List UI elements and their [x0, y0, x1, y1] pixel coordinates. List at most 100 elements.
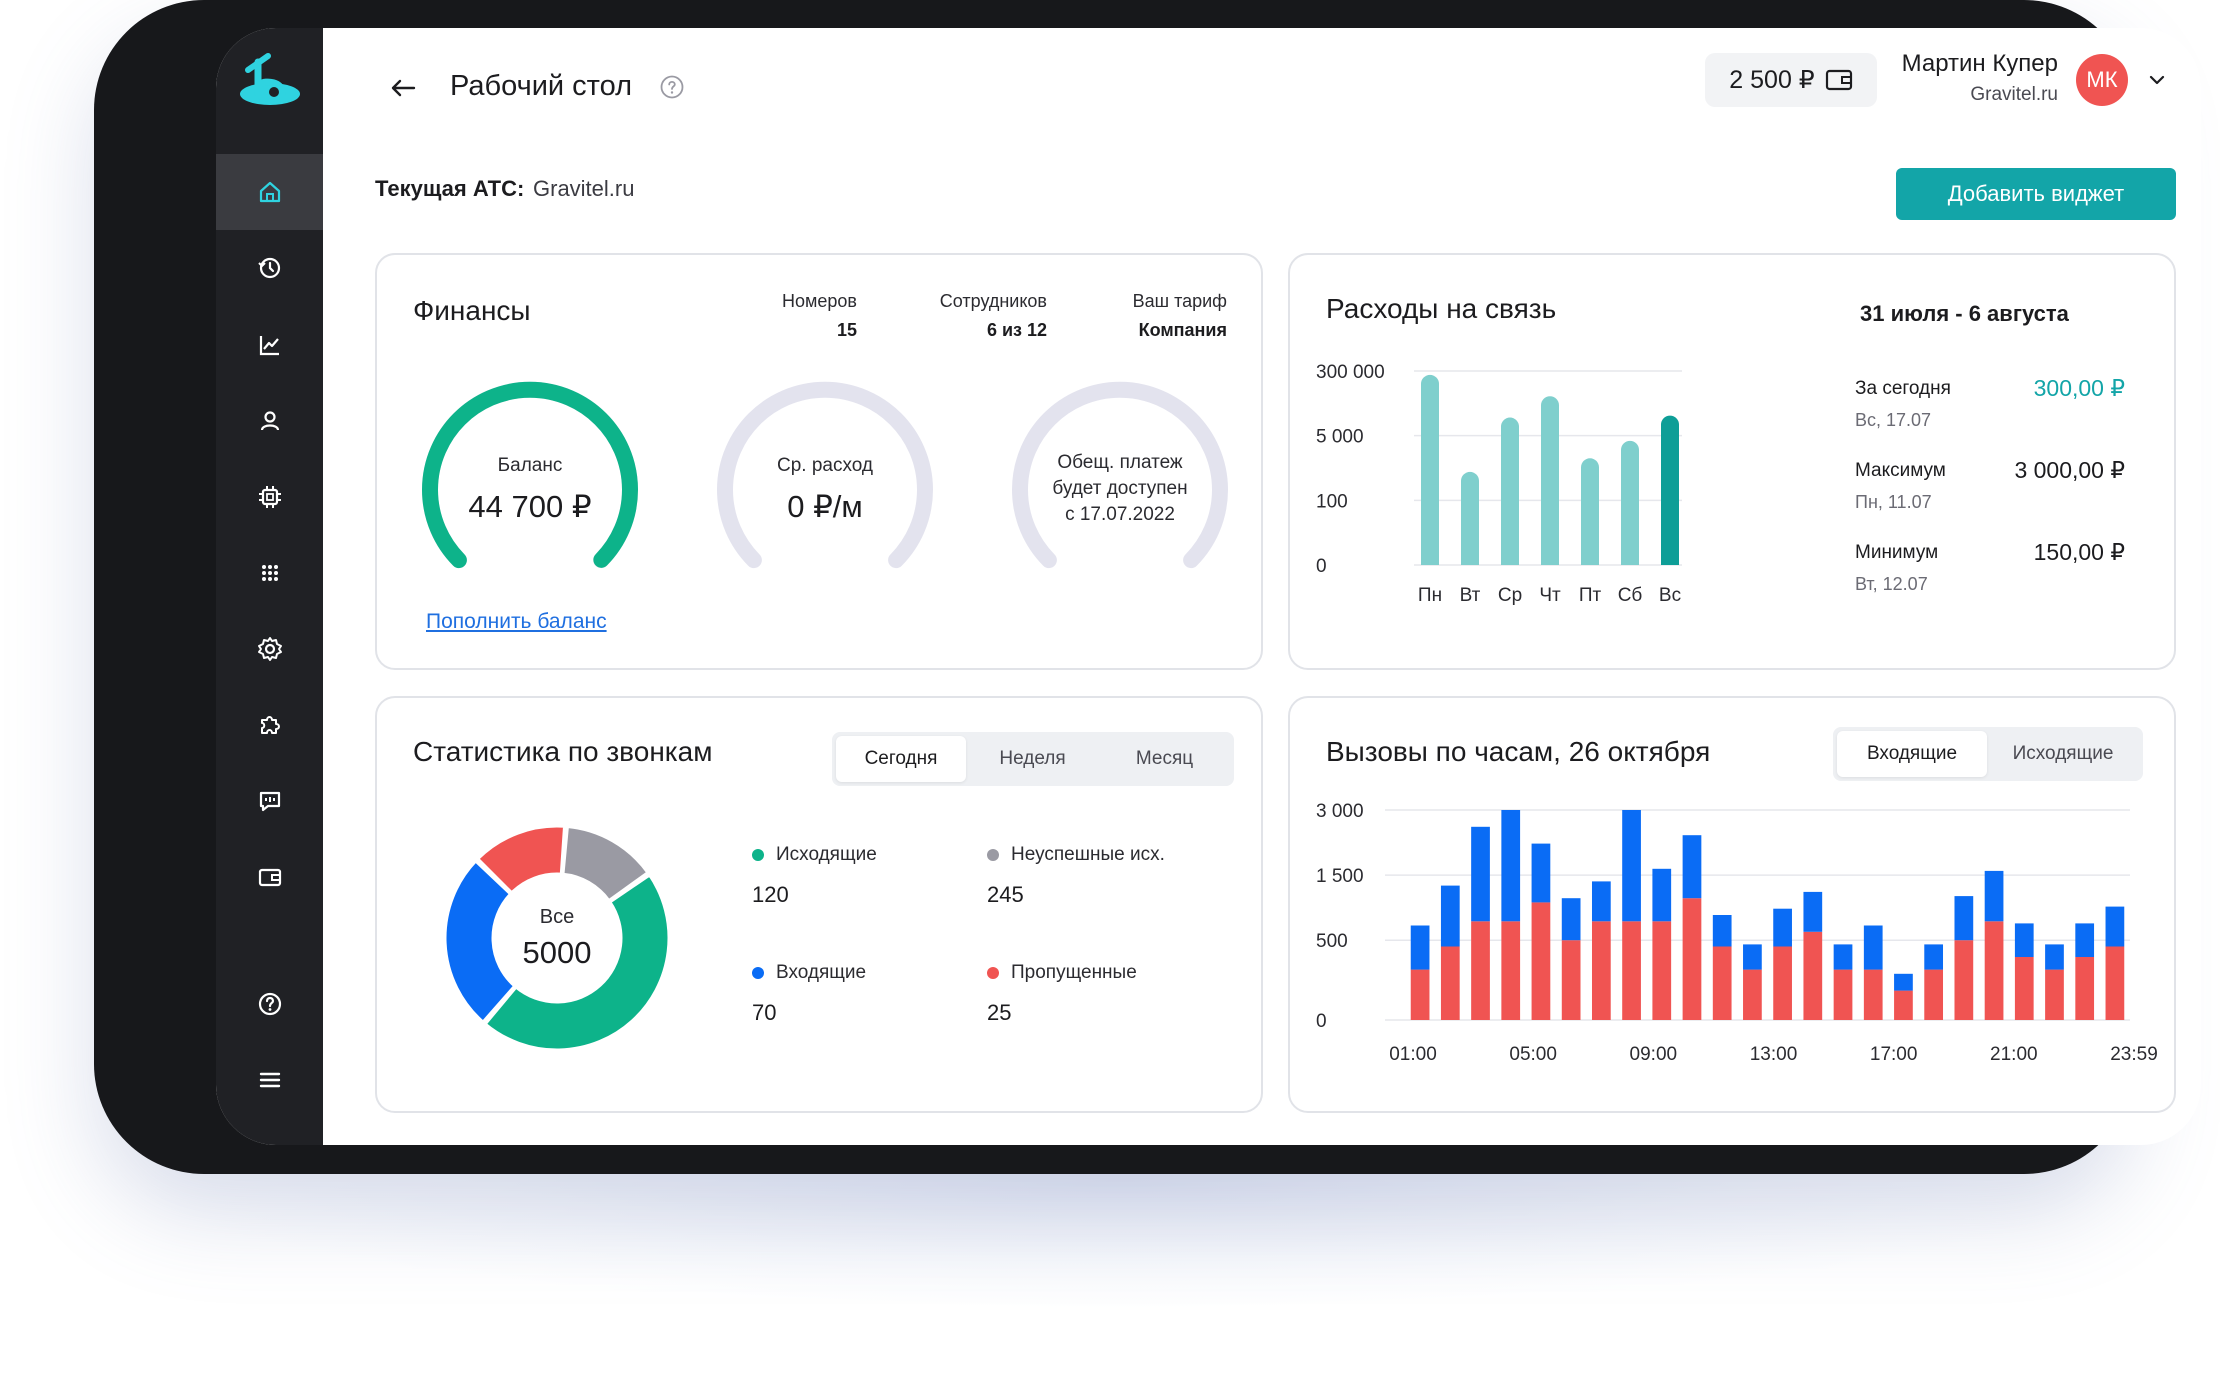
wallet-icon: [258, 868, 281, 887]
hourly-bar-blue: [1410, 925, 1430, 970]
expense-bar-base: [1421, 555, 1439, 565]
sidebar-item-settings[interactable]: [216, 611, 323, 687]
sidebar-item-integrations[interactable]: [216, 687, 323, 763]
sidebar-item-dialpad[interactable]: [216, 535, 323, 611]
promised-line-2: будет доступен: [1052, 478, 1188, 499]
hourly-bar-blue: [1984, 870, 2004, 922]
hourly-bar-red: [2075, 957, 2095, 1020]
expense-bar-base: [1621, 555, 1639, 565]
sidebar-item-history[interactable]: [216, 230, 323, 306]
hourly-bar-red: [1954, 940, 1974, 1020]
sidebar-item-help[interactable]: [216, 966, 323, 1042]
hourly-bar-blue: [1531, 843, 1551, 903]
hourly-bar-red: [1471, 921, 1490, 1020]
y-tick-label: 300 000: [1316, 362, 1385, 383]
tab-outgoing[interactable]: Исходящие: [2012, 743, 2114, 764]
hourly-bar-red: [1712, 946, 1732, 1020]
expense-bar: [1461, 471, 1479, 565]
donut-slice: [561, 824, 650, 903]
expense-bar: [1621, 440, 1639, 565]
expense-bar: [1581, 458, 1599, 565]
avatar[interactable]: МК: [2076, 54, 2128, 106]
sidebar-item-users[interactable]: [216, 383, 323, 459]
sidebar-item-wallet[interactable]: [216, 839, 323, 915]
promised-payment-gauge: Обещ. платеж будет доступен с 17.07.2022: [1000, 369, 1240, 609]
user-name[interactable]: Мартин Купер: [1901, 50, 2058, 77]
legend-failed-label: Неуспешные исх.: [1011, 844, 1165, 865]
sidebar-item-menu[interactable]: [216, 1042, 323, 1118]
expense-bar: [1421, 374, 1439, 565]
current-pbx-value: Gravitel.ru: [533, 176, 635, 201]
chat-icon: [259, 791, 280, 812]
hourly-bar-red: [1652, 921, 1672, 1020]
main-content: Рабочий стол 2 500 ₽ Мартин Купер Gravit…: [323, 28, 2201, 1145]
hourly-bar-blue: [1924, 944, 1944, 970]
dialpad-icon: [261, 565, 278, 581]
legend-missed: Пропущенные 25: [987, 962, 1137, 1026]
topup-balance-link[interactable]: Пополнить баланс: [426, 610, 607, 633]
x-tick-label: 13:00: [1750, 1044, 1798, 1065]
hourly-bar-blue: [1652, 868, 1672, 922]
expense-bar-base: [1501, 555, 1519, 565]
legend-missed-value: 25: [987, 1000, 1012, 1025]
sidebar-item-chat[interactable]: [216, 763, 323, 839]
call-stats-card: Статистика по звонкам Сегодня Неделя Мес…: [375, 696, 1263, 1113]
y-tick-label: 1 500: [1316, 866, 1364, 887]
expense-today-amount: 300,00 ₽: [2033, 375, 2125, 401]
hourly-bar-blue: [1682, 835, 1702, 899]
gravitel-logo-icon[interactable]: [234, 48, 306, 120]
hourly-bar-red: [1501, 921, 1521, 1020]
hourly-bar-blue: [2014, 923, 2034, 957]
hourly-bar-blue: [1591, 881, 1611, 922]
add-widget-button[interactable]: Добавить виджет: [1896, 168, 2176, 220]
topbar: Рабочий стол 2 500 ₽ Мартин Купер Gravit…: [323, 28, 2201, 148]
sidebar-item-analytics[interactable]: [216, 307, 323, 383]
numbers-value: 15: [836, 320, 857, 340]
wallet-icon: [1825, 69, 1852, 91]
y-tick-label: 3 000: [1316, 801, 1364, 822]
hourly-bar-red: [2105, 946, 2125, 1020]
numbers-label: Номеров: [782, 291, 857, 311]
expense-max-date: Пн, 11.07: [1855, 492, 1932, 512]
home-icon: [259, 181, 280, 203]
tab-week[interactable]: Неделя: [999, 748, 1066, 769]
sidebar: [216, 28, 323, 1145]
tariff-value: Компания: [1138, 320, 1227, 340]
x-tick-label: Вс: [1659, 585, 1681, 606]
sidebar-item-devices[interactable]: [216, 459, 323, 535]
expense-bar-base: [1541, 555, 1559, 565]
hourly-bar-blue: [1622, 810, 1641, 922]
legend-incoming-label: Входящие: [776, 962, 867, 983]
legend-failed-outgoing: Неуспешные исх. 245: [987, 844, 1165, 908]
x-tick-label: 09:00: [1630, 1044, 1678, 1065]
hourly-bar-red: [1561, 940, 1581, 1020]
page-title: Рабочий стол: [450, 70, 633, 102]
calls-donut-chart: [443, 824, 671, 1052]
x-tick-label: Вт: [1460, 585, 1481, 606]
hourly-bar-red: [1984, 921, 2004, 1020]
hourly-bar-blue: [2105, 906, 2125, 947]
expense-min-amount: 150,00 ₽: [2033, 539, 2125, 565]
tab-today[interactable]: Сегодня: [836, 736, 966, 782]
sidebar-item-home[interactable]: [216, 154, 323, 230]
tab-month[interactable]: Месяц: [1135, 748, 1194, 769]
balance-value: 44 700 ₽: [468, 489, 592, 524]
hourly-bar-blue: [1501, 810, 1521, 922]
donut-slice: [443, 858, 517, 1025]
call-stats-period-tabs: Сегодня Неделя Месяц: [832, 732, 1234, 786]
expense-min-date: Вт, 12.07: [1855, 574, 1928, 594]
x-tick-label: Чт: [1539, 585, 1561, 606]
menu-icon: [259, 1072, 280, 1088]
hourly-bar-red: [1894, 990, 1913, 1020]
question-icon[interactable]: [659, 74, 685, 100]
call-stats-title: Статистика по звонкам: [413, 736, 713, 767]
chevron-down-icon[interactable]: [2145, 68, 2169, 92]
tab-incoming[interactable]: Входящие: [1837, 731, 1987, 777]
x-tick-label: Пт: [1579, 585, 1602, 606]
balance-button[interactable]: 2 500 ₽: [1705, 53, 1877, 107]
back-button[interactable]: [383, 68, 423, 108]
expense-today: За сегодня 300,00 ₽ Вс, 17.07: [1855, 375, 2125, 431]
balance-gauge: Баланс 44 700 ₽: [410, 369, 650, 609]
expenses-title: Расходы на связь: [1326, 293, 1557, 324]
hourly-bar-red: [1591, 921, 1611, 1020]
